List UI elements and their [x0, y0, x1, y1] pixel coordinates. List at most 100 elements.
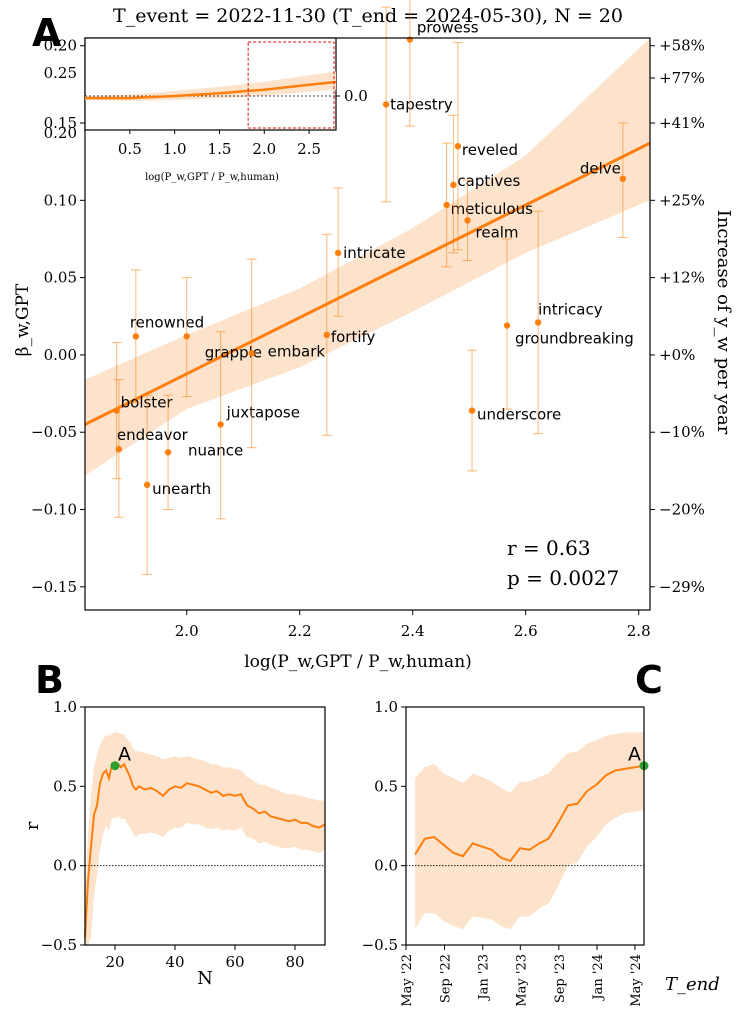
point-label: nuance — [188, 441, 243, 459]
point-marker — [534, 319, 542, 326]
x-axis-label: log(P_w,GPT / P_w,human) — [244, 652, 472, 672]
right-tick-label: −20% — [659, 501, 705, 519]
inset-x-axis-label: log(P_w,GPT / P_w,human) — [145, 172, 279, 183]
y-tick-label: −0.05 — [31, 423, 77, 441]
b-x-axis-label: N — [197, 968, 213, 989]
point-label: reveled — [462, 141, 518, 159]
point-label: underscore — [477, 406, 561, 424]
right-tick-label: +25% — [659, 191, 705, 209]
b-x-tick-label: 80 — [285, 953, 304, 971]
b-marker-a — [110, 761, 120, 771]
chart-title: T_event = 2022-11-30 (T_end = 2024-05-30… — [113, 5, 623, 27]
right-axis-label: Increase of y_w per year — [713, 210, 734, 435]
b-plot-frame — [84, 706, 326, 946]
inset-x-tick-label: 0.5 — [118, 140, 142, 158]
panel-letter-c: C — [635, 658, 663, 702]
point-marker — [443, 201, 450, 209]
point-marker — [382, 101, 390, 108]
x-tick-label: 2.4 — [401, 622, 425, 640]
point-realm: realm — [462, 179, 519, 262]
y-tick-label: −0.15 — [31, 578, 77, 596]
inset-x-tick-label: 1.0 — [163, 140, 187, 158]
panel-a: A T_event = 2022-11-30 (T_end = 2024-05-… — [13, 0, 734, 672]
axes-a: 2.0 2.2 2.4 2.6 2.8 −0.15 −0.10 −0.05 0.00 0.05 0.… — [31, 37, 705, 640]
inset-x-tick-label: 2.0 — [252, 140, 276, 158]
right-tick-label: +58% — [659, 37, 705, 55]
c-y-tick-label: 0.5 — [374, 777, 398, 795]
point-label: juxtapose — [226, 403, 300, 421]
b-y-tick-label: −0.5 — [41, 936, 77, 954]
c-y-tick-label: 1.0 — [374, 698, 398, 716]
b-marker-label: A — [118, 744, 131, 766]
c-x-tick-label: Sep '23 — [553, 954, 568, 1003]
point-label: intricacy — [538, 300, 603, 318]
point-label: realm — [476, 223, 519, 241]
c-x-tick-label: May '24 — [629, 954, 644, 1007]
right-tick-label: −29% — [659, 578, 705, 596]
panel-c: C A May '22 Sep '22 Jan '23 May '23 Sep '23 Ja… — [362, 658, 720, 1007]
plot-c: A May '22 Sep '22 Jan '23 May '23 Sep '23 Jan … — [362, 698, 649, 1007]
fit-confidence-band — [85, 38, 650, 476]
c-plot-frame — [405, 706, 645, 946]
y-tick-label: 0.20 — [44, 37, 77, 55]
point-unearth: unearth — [142, 394, 211, 575]
c-x-tick-label: May '22 — [400, 954, 415, 1007]
point-tapestry: tapestry — [381, 6, 453, 203]
y-tick-label: −0.10 — [31, 501, 77, 519]
right-tick-label: +77% — [659, 69, 705, 87]
right-tick-label: +0% — [659, 346, 695, 364]
point-marker — [619, 175, 627, 182]
b-x-tick-label: 60 — [225, 953, 244, 971]
point-label: grapple — [205, 343, 262, 361]
b-y-tick-label: 1.0 — [53, 698, 77, 716]
b-x-tick-label: 20 — [105, 953, 124, 971]
point-embark: embark — [246, 258, 326, 449]
point-nuance: nuance — [163, 394, 243, 511]
point-marker — [323, 331, 331, 339]
point-label: meticulous — [451, 200, 533, 218]
point-prowess: prowess — [404, 0, 479, 127]
c-series-line — [414, 764, 645, 863]
point-grapple: grapple — [181, 277, 262, 398]
stat-p: p = 0.0027 — [507, 566, 619, 590]
right-tick-label: −10% — [659, 423, 705, 441]
point-marker — [468, 407, 476, 414]
inset-curve — [85, 80, 337, 100]
b-y-tick-label: 0.0 — [53, 857, 77, 875]
point-label: endeavor — [117, 426, 189, 444]
panel-b: B A 20 40 60 80 −0.5 0.0 0.5 1.0 N r — [22, 658, 326, 989]
point-marker — [113, 407, 120, 414]
x-tick-label: 2.0 — [175, 622, 199, 640]
point-fortify: fortify — [321, 233, 376, 436]
point-label: captives — [457, 172, 520, 190]
point-marker — [217, 421, 224, 428]
plot-frame — [84, 37, 651, 611]
c-y-tick-label: −0.5 — [362, 936, 398, 954]
point-marker — [503, 322, 511, 329]
point-label: renowned — [130, 313, 204, 331]
confidence-band — [85, 38, 650, 476]
point-label: prowess — [417, 19, 479, 37]
c-x-tick-label: Sep '22 — [439, 954, 454, 1003]
c-x-tick-label: Jan '24 — [591, 954, 606, 1002]
inset-y-tick-label: 0.0 — [344, 87, 368, 105]
point-marker — [143, 481, 151, 488]
c-x-tick-label: Jan '23 — [477, 954, 492, 1002]
point-endeavor: endeavor — [113, 379, 189, 518]
inset-zoom-box — [247, 41, 335, 129]
point-marker — [183, 333, 190, 340]
point-marker — [406, 36, 414, 43]
x-tick-label: 2.8 — [627, 622, 651, 640]
fit-line — [84, 141, 651, 426]
point-label: unearth — [152, 480, 211, 498]
panel-letter-a: A — [32, 11, 62, 55]
inset-left-tick-label: 0.20 — [44, 124, 77, 142]
stat-r: r = 0.63 — [507, 536, 591, 560]
c-x-axis-label: T_end — [665, 974, 720, 995]
c-y-tick-label: 0.0 — [374, 857, 398, 875]
point-groundbreaking: groundbreaking — [502, 238, 634, 410]
point-label: fortify — [331, 328, 376, 346]
point-label: embark — [268, 342, 326, 360]
point-label: delve — [580, 160, 621, 178]
